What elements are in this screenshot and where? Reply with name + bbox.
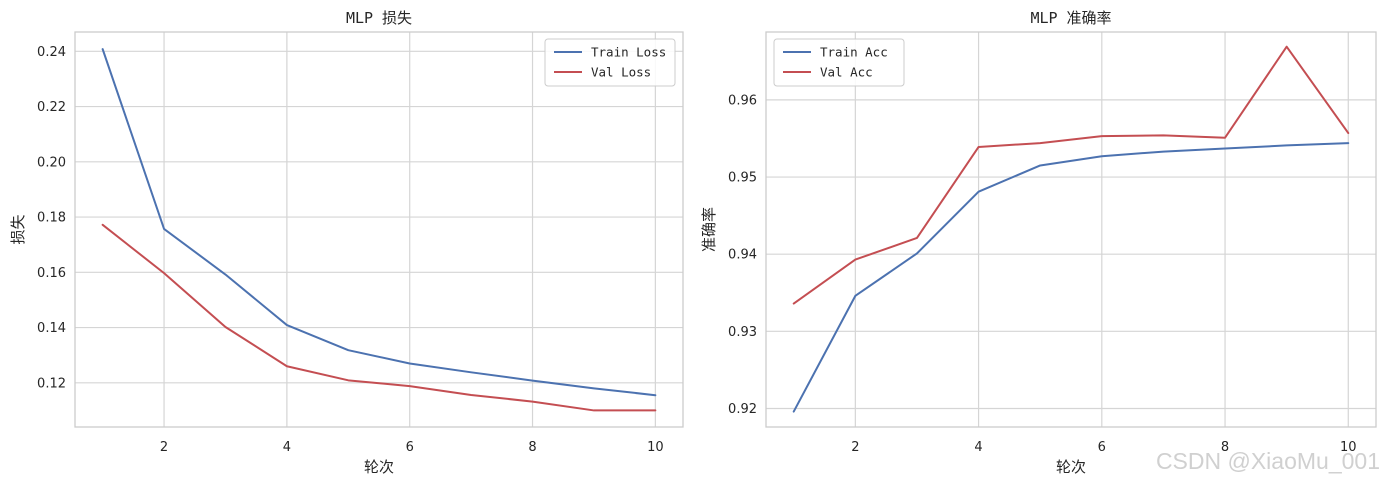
data-point-train-loss	[409, 362, 411, 364]
data-point-train-acc	[1286, 144, 1288, 146]
x-tick-label: 2	[851, 440, 859, 455]
watermark-text: CSDN @XiaoMu_001	[1156, 448, 1380, 474]
legend-label-train-acc: Train Acc	[820, 45, 888, 60]
x-tick-label: 10	[1340, 440, 1357, 455]
data-point-train-loss	[470, 371, 472, 373]
data-point-train-acc	[1162, 151, 1164, 153]
data-point-val-acc	[1039, 142, 1041, 144]
plot-frame	[765, 31, 1377, 428]
legend-label-val-loss: Val Loss	[591, 65, 651, 80]
data-point-train-loss	[347, 349, 349, 351]
data-point-train-acc	[793, 411, 795, 413]
data-point-train-loss	[224, 274, 226, 276]
chart-title: MLP 准确率	[1030, 9, 1111, 27]
y-tick-label: 0.94	[728, 248, 757, 263]
data-point-val-loss	[163, 272, 165, 274]
y-tick-label: 0.22	[37, 100, 66, 115]
series-line-val-loss	[101, 223, 657, 412]
data-point-val-acc	[793, 303, 795, 305]
data-point-train-acc	[1347, 142, 1349, 144]
y-tick-label: 0.20	[37, 155, 66, 170]
x-tick-label: 6	[1098, 440, 1106, 455]
x-tick-label: 4	[283, 440, 291, 455]
data-point-val-loss	[470, 394, 472, 396]
data-point-train-acc	[978, 191, 980, 193]
legend-label-val-acc: Val Acc	[820, 65, 873, 80]
legend: Train Loss Val Loss	[544, 38, 676, 87]
data-point-val-loss	[409, 385, 411, 387]
y-tick-label: 0.92	[728, 402, 757, 417]
x-tick-label: 10	[647, 440, 664, 455]
legend-box	[544, 38, 676, 87]
data-point-val-loss	[102, 224, 104, 226]
data-point-val-acc	[978, 146, 980, 148]
data-point-val-acc	[1101, 135, 1103, 137]
data-point-val-acc	[916, 237, 918, 239]
data-point-train-acc	[1224, 147, 1226, 149]
data-point-train-loss	[163, 228, 165, 230]
chart-title: MLP 损失	[346, 9, 412, 27]
legend: Train Acc Val Acc	[773, 38, 905, 87]
data-point-train-acc	[916, 252, 918, 254]
data-point-val-acc	[1286, 46, 1288, 48]
chart-loss: 2 4 6 8 10 0.12 0.14 0.16 0.18 0.20 0.22 0.24 MLP 损失…	[9, 9, 684, 476]
data-point-val-acc	[1224, 137, 1226, 139]
series-line-train-acc	[792, 142, 1350, 413]
y-tick-label: 0.96	[728, 93, 757, 108]
data-point-train-loss	[286, 324, 288, 326]
data-point-val-acc	[854, 259, 856, 261]
data-point-val-loss	[654, 409, 656, 411]
data-point-val-loss	[347, 379, 349, 381]
data-point-val-loss	[532, 401, 534, 403]
x-tick-label: 8	[528, 440, 536, 455]
data-point-train-acc	[1039, 164, 1041, 166]
x-tick-label: 8	[1221, 440, 1229, 455]
x-tick-label: 2	[160, 440, 168, 455]
x-axis-label: 轮次	[1056, 458, 1086, 476]
data-point-val-loss	[286, 365, 288, 367]
data-point-train-loss	[102, 48, 104, 50]
y-tick-label: 0.95	[728, 171, 757, 186]
data-point-train-loss	[532, 380, 534, 382]
y-tick-label: 0.24	[37, 45, 66, 60]
data-point-train-acc	[1101, 155, 1103, 157]
plot-frame	[74, 31, 684, 428]
plot-area	[766, 32, 1376, 427]
data-point-train-acc	[854, 295, 856, 297]
data-point-train-loss	[654, 394, 656, 396]
data-point-val-acc	[1347, 132, 1349, 134]
x-tick-label: 4	[974, 440, 982, 455]
data-point-train-loss	[593, 387, 595, 389]
series-line-train-loss	[101, 48, 657, 397]
plot-area	[75, 32, 683, 427]
y-tick-label: 0.12	[37, 376, 66, 391]
y-tick-label: 0.16	[37, 266, 66, 281]
data-point-val-loss	[593, 409, 595, 411]
series-line-val-acc	[792, 45, 1350, 305]
y-axis-label: 损失	[9, 214, 27, 244]
legend-box	[773, 38, 905, 87]
y-axis-label: 准确率	[700, 207, 718, 252]
data-point-val-loss	[224, 326, 226, 328]
y-tick-label: 0.18	[37, 211, 66, 226]
y-tick-label: 0.93	[728, 325, 757, 340]
x-axis-label: 轮次	[364, 458, 394, 476]
data-point-val-acc	[1162, 134, 1164, 136]
legend-label-train-loss: Train Loss	[591, 45, 666, 60]
x-tick-label: 6	[406, 440, 414, 455]
y-tick-label: 0.14	[37, 321, 66, 336]
